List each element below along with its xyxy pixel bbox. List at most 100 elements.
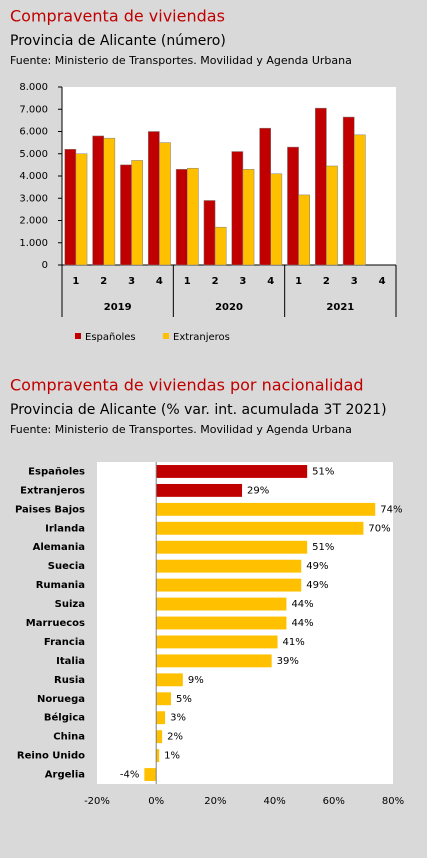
bar <box>148 131 160 266</box>
y-tick-label: Alemania <box>33 542 85 553</box>
y-tick-label: Españoles <box>28 466 85 477</box>
bar <box>242 169 255 266</box>
value-label: 29% <box>247 485 269 496</box>
value-label: 49% <box>306 580 328 591</box>
bar <box>144 768 157 781</box>
legend-label: Extranjeros <box>173 332 230 343</box>
bar <box>187 167 199 266</box>
value-label: 51% <box>312 466 334 477</box>
bar <box>203 200 216 266</box>
x-tick-label: -20% <box>84 796 110 807</box>
bar <box>270 173 283 266</box>
value-label: 39% <box>277 656 299 667</box>
year-label: 2020 <box>215 302 243 313</box>
y-tick-label: 8.000 <box>19 82 48 93</box>
year-label: 2019 <box>104 302 132 313</box>
bar <box>75 153 88 266</box>
bar <box>156 559 302 573</box>
bar <box>298 194 310 266</box>
bar <box>315 107 327 266</box>
bar <box>214 226 227 266</box>
x-tick-label: 2 <box>212 276 219 287</box>
bar <box>131 160 143 266</box>
bar <box>175 169 188 266</box>
x-tick-label: 3 <box>128 276 135 287</box>
value-label: 44% <box>291 599 313 610</box>
x-tick-label: 2 <box>100 276 107 287</box>
y-tick-label: Reino Unido <box>17 751 85 762</box>
y-tick-label: Argelia <box>45 770 85 781</box>
bar <box>156 673 183 687</box>
y-tick-label: 5.000 <box>19 149 48 160</box>
bar <box>156 597 287 611</box>
bar <box>156 711 166 725</box>
y-tick-label: 3.000 <box>19 193 48 204</box>
bar <box>156 540 308 554</box>
value-label: 3% <box>170 713 186 724</box>
value-label: 70% <box>368 523 390 534</box>
value-label: 5% <box>176 694 192 705</box>
x-tick-label: 2 <box>323 276 330 287</box>
bar <box>103 137 116 266</box>
bar <box>156 635 278 649</box>
value-label: -4% <box>120 770 139 781</box>
value-label: 9% <box>188 675 204 686</box>
bar <box>92 135 105 266</box>
bar <box>156 749 160 763</box>
legend-label: Españoles <box>85 332 136 343</box>
x-tick-label: 20% <box>204 796 226 807</box>
plot-area <box>62 87 396 265</box>
x-tick-label: 4 <box>267 276 274 287</box>
bar <box>156 692 171 706</box>
bar <box>156 616 287 630</box>
bar <box>156 578 302 592</box>
x-tick-label: 3 <box>239 276 246 287</box>
y-tick-label: Bélgica <box>44 712 85 724</box>
value-label: 49% <box>306 561 328 572</box>
chart-source: Fuente: Ministerio de Transportes. Movil… <box>10 423 352 436</box>
bar <box>326 165 338 266</box>
y-tick-label: Paises Bajos <box>15 504 85 515</box>
y-tick-label: Extranjeros <box>20 485 85 496</box>
x-tick-label: 80% <box>382 796 404 807</box>
y-tick-label: Rusia <box>54 675 85 686</box>
y-tick-label: Marruecos <box>26 618 85 629</box>
value-label: 74% <box>380 504 402 515</box>
bar <box>159 142 171 266</box>
legend-swatch <box>163 333 169 339</box>
chart-subtitle: Provincia de Alicante (número) <box>10 33 226 49</box>
x-tick-label: 1 <box>184 276 191 287</box>
x-tick-label: 4 <box>379 276 386 287</box>
y-tick-label: Suecia <box>48 561 85 572</box>
value-label: 51% <box>312 542 334 553</box>
bar <box>156 654 272 668</box>
y-tick-label: 6.000 <box>19 127 48 138</box>
bar <box>156 730 163 744</box>
y-tick-label: 2.000 <box>19 216 48 227</box>
x-tick-label: 0% <box>148 796 164 807</box>
bar <box>259 127 272 266</box>
bar <box>156 483 243 497</box>
bar <box>342 116 355 266</box>
y-tick-label: China <box>53 732 85 743</box>
bar <box>287 146 299 266</box>
y-tick-label: Rumania <box>36 580 85 591</box>
bar <box>354 134 366 266</box>
bar <box>156 502 376 516</box>
bar <box>120 164 132 266</box>
chart-title: Compraventa de viviendas <box>10 7 225 26</box>
value-label: 41% <box>283 637 305 648</box>
legend-swatch <box>75 333 81 339</box>
y-tick-label: 4.000 <box>19 171 48 182</box>
value-label: 2% <box>167 732 183 743</box>
year-label: 2021 <box>326 302 354 313</box>
y-tick-label: Suiza <box>55 599 85 610</box>
chart-subtitle: Provincia de Alicante (% var. int. acumu… <box>10 402 387 418</box>
chart-source: Fuente: Ministerio de Transportes. Movil… <box>10 54 352 67</box>
y-tick-label: Noruega <box>37 694 85 705</box>
x-tick-label: 40% <box>263 796 285 807</box>
chart-title: Compraventa de viviendas por nacionalida… <box>10 376 364 395</box>
value-label: 44% <box>291 618 313 629</box>
